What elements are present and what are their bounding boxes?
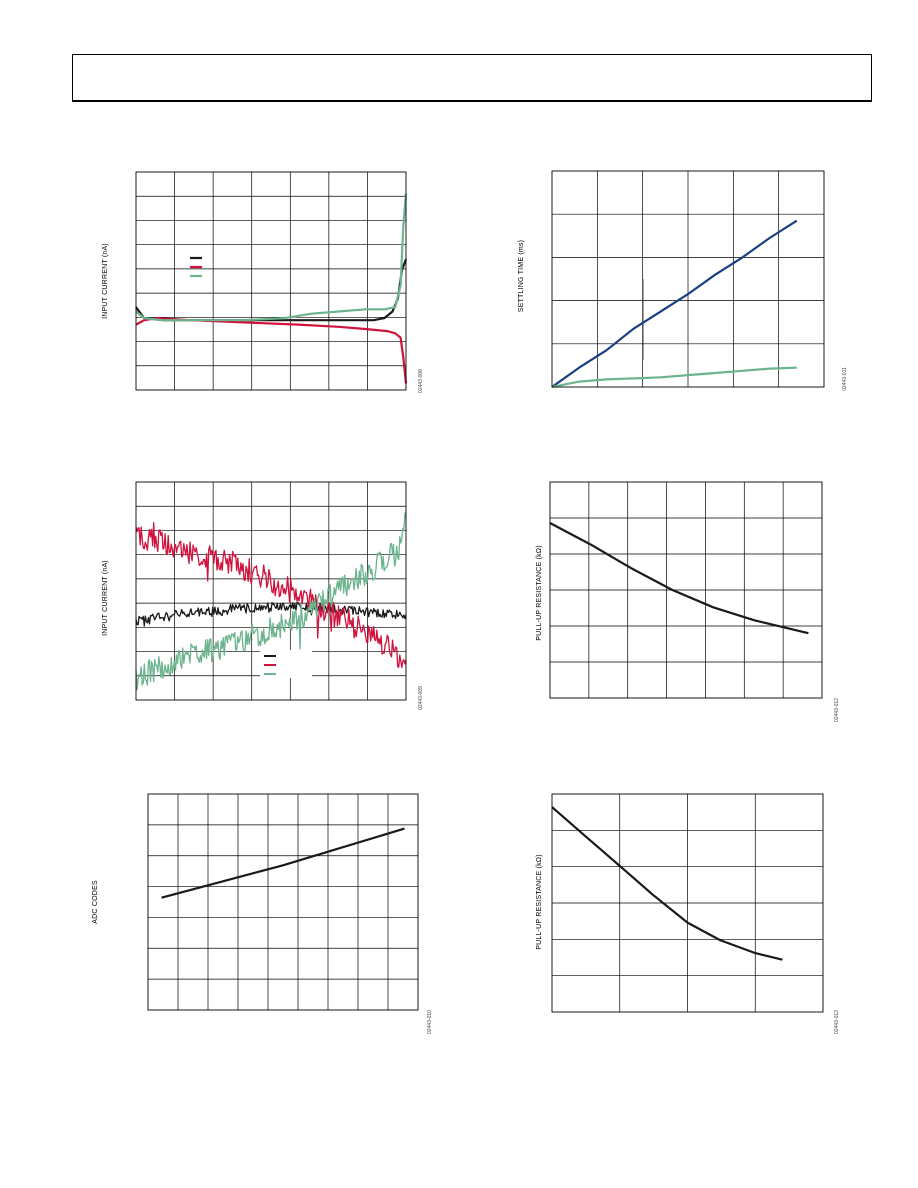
plot-frame — [147, 793, 419, 1011]
figure-id: 02443-009 — [418, 686, 424, 710]
series-group — [161, 827, 405, 899]
y-axis-label: INPUT CURRENT (nA) — [102, 560, 109, 636]
figure-id: 02443-013 — [834, 1010, 840, 1034]
series-group — [551, 219, 798, 389]
plot-frame — [551, 170, 825, 388]
figure-id: 02443-011 — [842, 367, 848, 391]
y-axis-label: PULL-UP RESISTANCE (kΩ) — [536, 854, 543, 950]
figure-id: 02443-010 — [427, 1010, 433, 1034]
series-line-1 — [135, 317, 408, 384]
y-axis-label: ADC CODES — [92, 880, 99, 924]
gridlines — [552, 171, 824, 387]
legend — [190, 256, 202, 278]
series-group — [549, 522, 809, 635]
figure-id: 02443-008 — [418, 369, 424, 393]
chart-input-current-1: INPUT CURRENT (nA) 02443-008 — [102, 171, 424, 393]
series-line-0 — [135, 601, 407, 627]
chart-settling-time: SETTLING TIME (ms) 02443-011 — [518, 170, 848, 391]
y-axis-label: PULL-UP RESISTANCE (kΩ) — [536, 545, 543, 641]
series-group — [135, 511, 407, 691]
series-group — [135, 193, 408, 384]
series-line-1 — [551, 366, 797, 389]
plot-frame — [549, 481, 823, 699]
series-line-1 — [135, 521, 407, 669]
gridlines — [136, 172, 406, 390]
page-header-box — [72, 54, 872, 102]
series-line-2 — [135, 193, 408, 322]
gridlines — [552, 794, 823, 1012]
y-axis-label: SETTLING TIME (ms) — [518, 240, 525, 312]
figure-id: 02443-012 — [834, 698, 840, 722]
series-line-0 — [549, 522, 809, 635]
series-line-0 — [551, 219, 798, 388]
series-line-0 — [161, 827, 405, 899]
series-group — [551, 806, 783, 961]
chart-adc-codes: ADC CODES 02443-010 — [92, 793, 433, 1034]
series-line-0 — [135, 258, 408, 322]
chart-pull-up-resistance-1: PULL-UP RESISTANCE (kΩ) 02443-012 — [536, 481, 840, 722]
series-line-0 — [551, 806, 783, 961]
chart-pull-up-resistance-2: PULL-UP RESISTANCE (kΩ) 02443-013 — [536, 793, 840, 1034]
plot-frame — [551, 793, 824, 1013]
gridlines — [148, 794, 418, 1010]
legend — [260, 650, 312, 678]
series-line-2 — [135, 511, 407, 691]
plot-frame — [135, 481, 407, 701]
chart-input-current-2: INPUT CURRENT (nA) 02443-009 — [102, 481, 424, 710]
y-axis-label: INPUT CURRENT (nA) — [102, 243, 109, 319]
gridlines — [550, 482, 822, 698]
plot-frame — [135, 171, 407, 391]
